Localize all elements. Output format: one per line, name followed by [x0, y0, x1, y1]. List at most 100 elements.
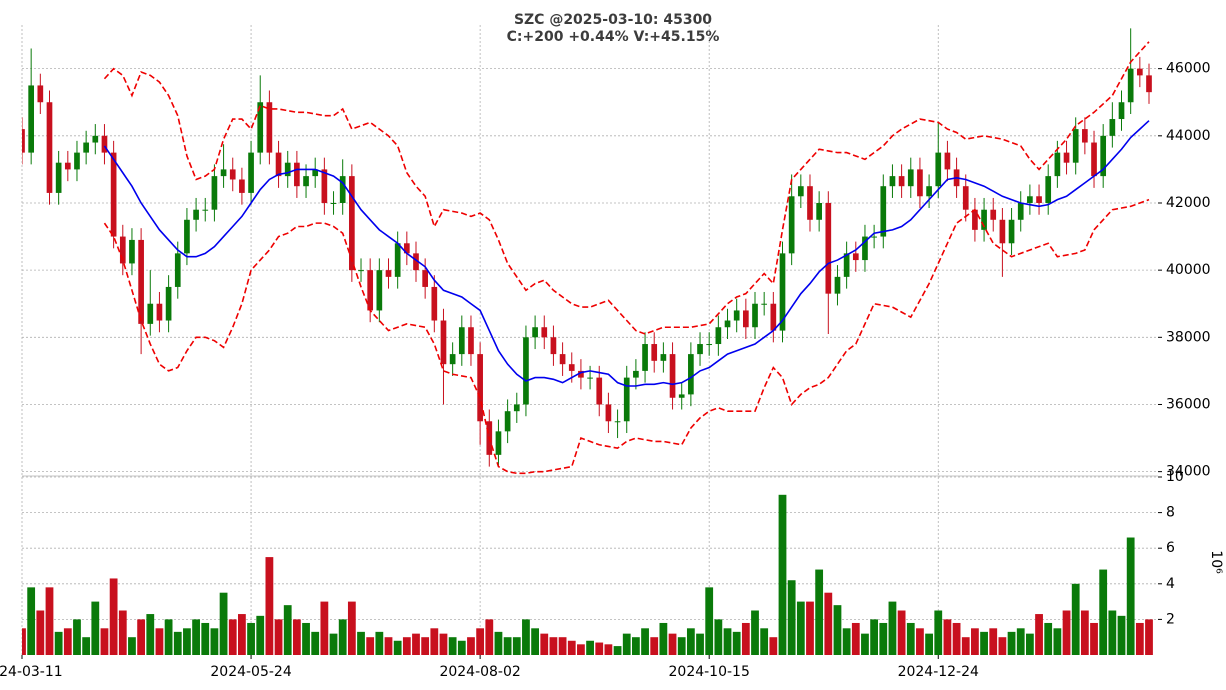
- volume-bar: [45, 587, 54, 655]
- candle-body: [779, 253, 786, 331]
- candle-body: [220, 169, 227, 177]
- candle-body: [1136, 68, 1143, 76]
- volume-bar: [485, 619, 494, 655]
- candle-body: [715, 327, 722, 345]
- candle-body: [266, 102, 273, 153]
- candle-body: [578, 370, 584, 378]
- y-tick-label: 38000: [1166, 329, 1211, 345]
- volume-bar: [778, 494, 787, 655]
- candle-body: [559, 354, 566, 365]
- candle-body: [862, 236, 868, 261]
- candle-body: [623, 377, 630, 422]
- volume-bar: [338, 619, 347, 655]
- volume-bar: [833, 605, 842, 655]
- volume-bar: [1108, 610, 1117, 655]
- volume-bar: [906, 622, 915, 655]
- candle-body: [1127, 68, 1134, 103]
- volume-bar: [421, 637, 430, 655]
- volume-bar: [650, 637, 659, 655]
- volume-bar: [641, 628, 649, 655]
- volume-bar: [659, 622, 668, 655]
- candle-body: [1045, 176, 1052, 203]
- candle-body: [138, 239, 144, 324]
- volume-bar: [146, 614, 155, 655]
- candle-body: [678, 394, 685, 398]
- volume-bar: [100, 628, 109, 655]
- chart-title: SZC @2025-03-10: 45300: [514, 12, 712, 28]
- candle-body: [174, 253, 181, 287]
- volume-bar: [1126, 537, 1135, 655]
- candle-body: [788, 196, 795, 254]
- candle-body: [184, 219, 190, 254]
- volume-bar: [1071, 583, 1080, 655]
- candle-body: [1072, 129, 1079, 163]
- candle-body: [165, 286, 172, 321]
- volume-y-tick-label: 6: [1166, 540, 1175, 556]
- volume-bar: [494, 631, 503, 655]
- volume-bar: [943, 619, 952, 655]
- volume-bar: [632, 637, 640, 655]
- candle-body: [962, 186, 969, 210]
- x-tick-label: 2024-05-24: [210, 664, 291, 680]
- candle-body: [633, 370, 639, 378]
- x-tick-label: 2024-03-11: [0, 664, 63, 680]
- volume-bar: [723, 628, 732, 655]
- band-line: [103, 198, 1150, 475]
- volume-bar: [412, 633, 420, 655]
- candle-body: [513, 404, 520, 412]
- volume-bar: [219, 592, 228, 655]
- candle-body: [229, 169, 236, 180]
- volume-bar: [696, 633, 704, 655]
- candle-body: [413, 253, 419, 271]
- candle-body: [321, 169, 328, 203]
- candle-body: [211, 176, 218, 210]
- volume-bar: [531, 628, 539, 655]
- y-tick-label: 34000: [1166, 464, 1211, 480]
- volume-bar: [558, 637, 567, 655]
- candle-body: [440, 320, 447, 365]
- candle-body: [495, 431, 502, 455]
- candle-body: [92, 135, 99, 143]
- y-tick-label: 40000: [1166, 262, 1211, 278]
- volume-bar: [806, 601, 814, 655]
- volume-bar: [1117, 615, 1126, 655]
- volume-bar: [751, 610, 759, 655]
- volume-bar: [540, 633, 549, 655]
- volume-bar: [27, 587, 36, 655]
- candle-body: [284, 162, 291, 177]
- volume-bar: [989, 628, 998, 655]
- volume-bar: [155, 628, 164, 655]
- candle-body: [907, 169, 914, 187]
- volume-bar: [861, 633, 869, 655]
- candle-body: [504, 411, 511, 432]
- candle-body: [1063, 152, 1070, 163]
- candle-body: [797, 186, 804, 197]
- candle-body: [852, 253, 859, 261]
- volume-bar: [73, 619, 81, 655]
- candle-body: [1146, 75, 1152, 93]
- volume-bar: [787, 580, 796, 655]
- candle-body: [614, 421, 621, 423]
- candle-body: [752, 303, 758, 328]
- volume-bar: [91, 601, 100, 655]
- volume-bar: [357, 631, 365, 655]
- volume-bar: [522, 619, 530, 655]
- y-tick-label: 36000: [1166, 396, 1211, 412]
- candle-body: [294, 162, 300, 187]
- candle-body: [22, 129, 25, 153]
- candle-body: [825, 202, 832, 294]
- volume-bar: [292, 619, 301, 655]
- volume-bar: [448, 637, 457, 655]
- volume-bar: [82, 637, 91, 655]
- volume-bar: [512, 637, 521, 655]
- volume-bar: [769, 637, 778, 655]
- x-tick-label: 2024-12-24: [898, 664, 979, 680]
- volume-bar: [457, 640, 466, 655]
- volume-bar: [1025, 633, 1034, 655]
- volume-bar: [63, 628, 72, 655]
- volume-bar: [714, 619, 723, 655]
- candle-body: [724, 320, 731, 328]
- candle-body: [422, 270, 428, 287]
- candle-body: [568, 364, 575, 371]
- candle-body: [1082, 129, 1088, 143]
